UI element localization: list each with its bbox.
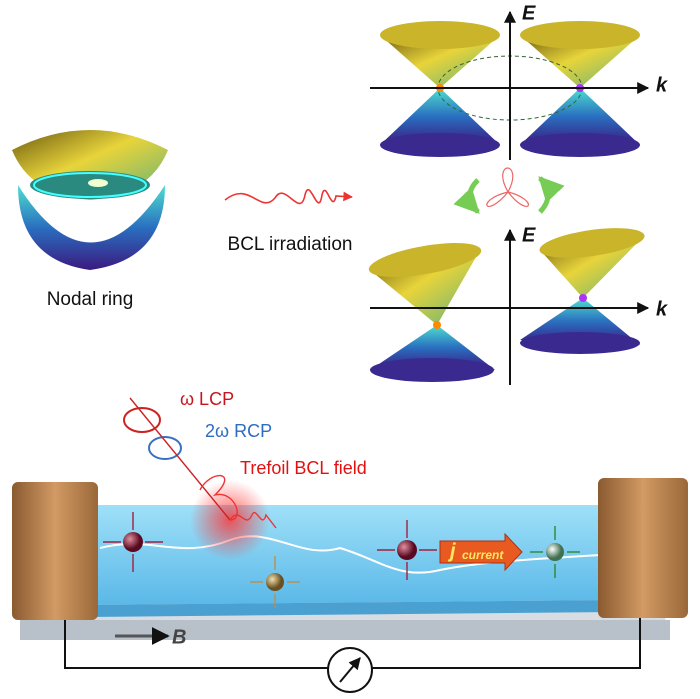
k-axis-label: k [656, 298, 668, 320]
ammeter-needle [339, 657, 361, 683]
current-symbol: j [447, 540, 456, 562]
circuit [64, 618, 641, 669]
green-arrow [453, 178, 480, 214]
k-axis-label: k [656, 74, 668, 96]
irradiation-label: BCL irradiation [228, 234, 353, 255]
lcp-label: ω LCP [180, 389, 234, 409]
field-label: Trefoil BCL field [240, 458, 367, 478]
green-arrow [538, 176, 565, 214]
current-arrow [439, 532, 523, 572]
nodal-ring-label: Nodal ring [47, 289, 134, 310]
nodal-ring [12, 130, 168, 270]
current-subscript: current [462, 548, 504, 562]
lower-cones [368, 228, 645, 382]
rcp-label: 2ω RCP [205, 421, 272, 441]
bcl-beam [224, 188, 353, 205]
trefoil [486, 167, 529, 207]
e-axis-label: E [522, 2, 536, 24]
particles [103, 512, 580, 608]
polarization-helices [123, 397, 277, 529]
upper-cones [380, 21, 640, 157]
device [12, 478, 688, 640]
e-axis-label: E [522, 224, 536, 246]
b-label: B [172, 626, 186, 648]
